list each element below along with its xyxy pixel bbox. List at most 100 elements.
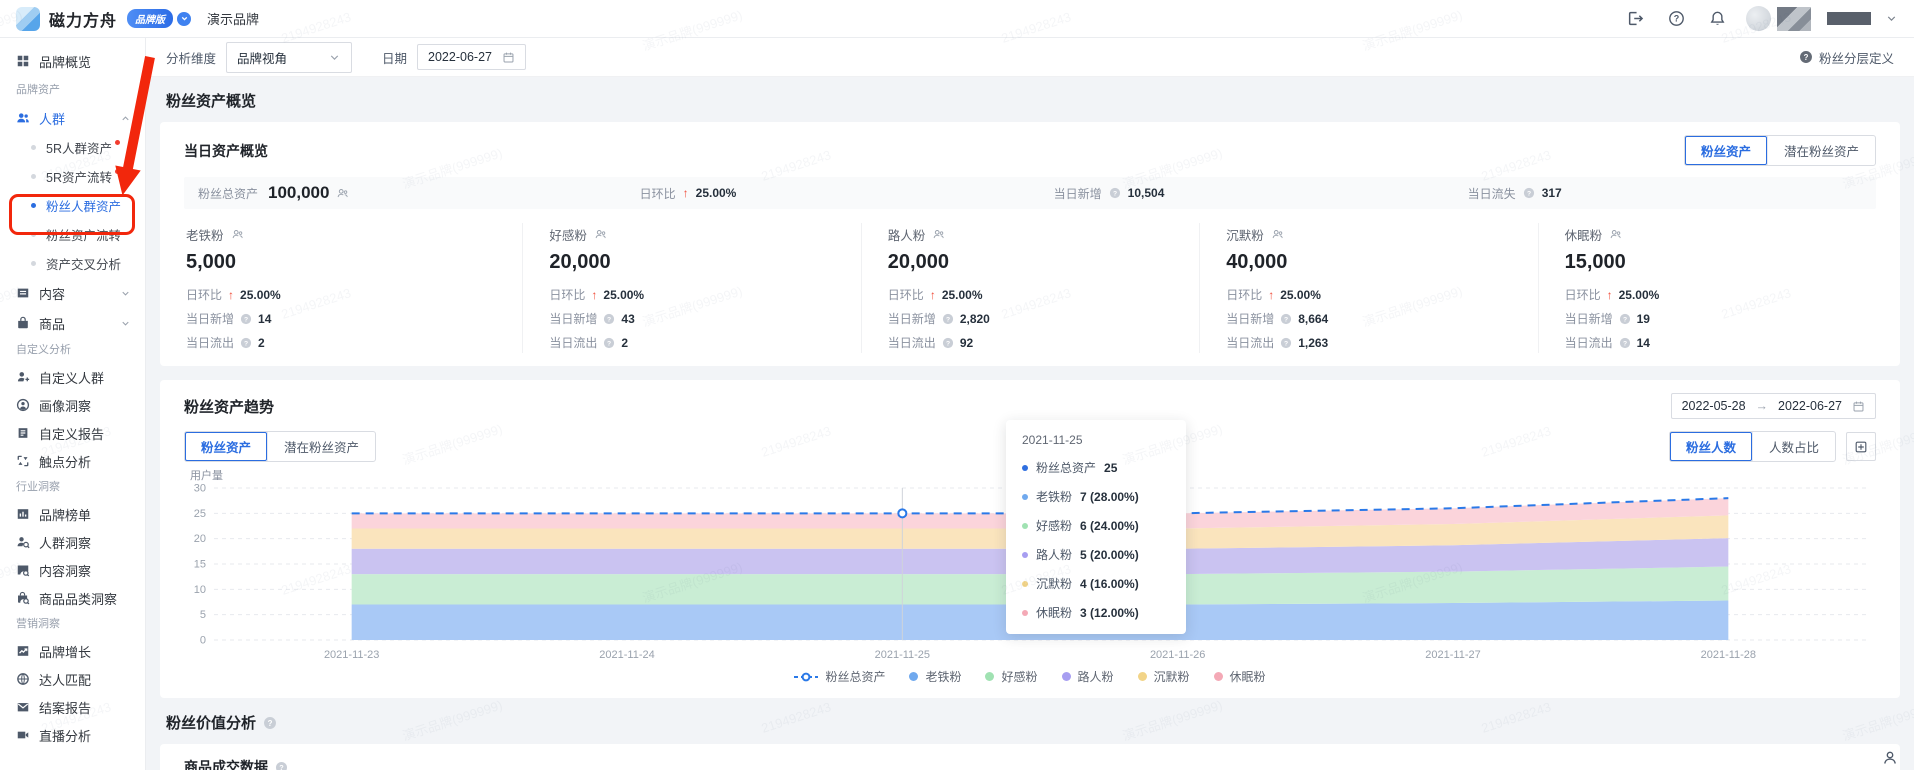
trend-right-toggle-option-0[interactable]: 粉丝人数 — [1669, 432, 1752, 461]
legend-item[interactable]: 沉默粉 — [1137, 668, 1190, 685]
tooltip-row: 休眠粉 3 (12.00%) — [1022, 604, 1170, 621]
sidebar-item-clipboard[interactable]: 自定义报告 — [0, 419, 145, 447]
info-icon[interactable] — [1523, 187, 1535, 199]
sidebar-item-users[interactable]: 人群 — [0, 103, 145, 133]
info-icon[interactable] — [942, 313, 954, 325]
tooltip-series-value: 7 (28.00%) — [1080, 489, 1139, 504]
legend-item[interactable]: 路人粉 — [1061, 668, 1114, 685]
sidebar-item-label: 触点分析 — [39, 454, 92, 470]
legend-item[interactable]: 好感粉 — [985, 668, 1038, 685]
bell-icon[interactable] — [1709, 10, 1726, 27]
info-icon[interactable] — [240, 337, 252, 349]
info-icon[interactable] — [603, 337, 615, 349]
trend-icon — [16, 644, 30, 658]
sidebar-item-bar-chart[interactable]: 品牌榜单 — [0, 500, 145, 528]
sidebar-subitem[interactable]: 5R资产流转 — [0, 162, 145, 191]
info-icon[interactable] — [1109, 187, 1121, 199]
info-icon[interactable] — [942, 337, 954, 349]
bag-search-icon — [16, 591, 30, 605]
tooltip-row: 粉丝总资产 25 — [1022, 459, 1170, 476]
date-picker[interactable]: 2022-06-27 — [417, 44, 526, 70]
fan-tier-label: 老铁粉 — [186, 229, 224, 243]
up-arrow-icon: ↑ — [228, 287, 235, 302]
person-group-icon — [1271, 228, 1284, 241]
person-group-icon — [932, 228, 945, 241]
app-logo[interactable] — [16, 6, 40, 31]
summary-strip: 粉丝总资产 100,000 日环比 ↑ 25.00% 当日新增 10 — [184, 177, 1876, 209]
sidebar-item-globe[interactable]: 达人匹配 — [0, 665, 145, 693]
sidebar-item-person-add[interactable]: 自定义人群 — [0, 363, 145, 391]
trend-toggle-option-0[interactable]: 粉丝资产 — [185, 432, 268, 461]
added-label: 当日新增 — [186, 312, 235, 326]
sidebar-item-doc-search[interactable]: 内容洞察 — [0, 556, 145, 584]
current-brand[interactable]: 演示品牌 — [207, 12, 260, 27]
sidebar-item-video[interactable]: 直播分析 — [0, 721, 145, 749]
sidebar-item-person-circle[interactable]: 画像洞察 — [0, 391, 145, 419]
info-icon[interactable] — [263, 716, 277, 730]
sidebar-item-trend[interactable]: 品牌增长 — [0, 637, 145, 665]
svg-text:25: 25 — [194, 508, 206, 520]
overview-toggle-option-1[interactable]: 潜在粉丝资产 — [1766, 136, 1875, 165]
sidebar-item-doc[interactable]: 内容 — [0, 278, 145, 308]
info-icon[interactable] — [1619, 313, 1631, 325]
tooltip-series-value: 6 (24.00%) — [1080, 518, 1139, 533]
dimension-select[interactable]: 品牌视角 — [226, 41, 353, 73]
fan-tier-value: 40,000 — [1226, 251, 1288, 273]
out-label: 当日流出 — [1226, 336, 1275, 350]
info-icon[interactable] — [603, 313, 615, 325]
info-icon[interactable] — [275, 761, 288, 770]
fan-tier-value: 20,000 — [549, 251, 611, 273]
account-chevron-icon[interactable] — [1885, 12, 1898, 25]
legend-item[interactable]: 老铁粉 — [909, 668, 961, 685]
legend-item[interactable]: 休眠粉 — [1213, 668, 1266, 685]
avatar[interactable] — [1746, 6, 1771, 31]
dod-value: 25.00% — [1618, 287, 1660, 302]
legend-dot — [1061, 672, 1071, 681]
panel-exit-icon[interactable] — [1627, 10, 1644, 27]
sidebar-item-brand-overview[interactable]: 品牌概览 — [0, 44, 145, 78]
legend-dot — [909, 672, 919, 681]
fan-tier-card: 好感粉 20,000 日环比 ↑ 25.00% 当日新增 43 当日流出 2 — [522, 223, 860, 353]
info-icon[interactable] — [1280, 337, 1292, 349]
legend-label: 沉默粉 — [1153, 670, 1190, 684]
sidebar-subitem[interactable]: 资产交叉分析 — [0, 249, 145, 278]
svg-text:0: 0 — [200, 635, 206, 647]
touch-icon — [16, 454, 30, 468]
info-icon[interactable] — [1280, 313, 1292, 325]
up-arrow-icon: ↑ — [929, 287, 936, 302]
trend-right-toggle-option-1[interactable]: 人数占比 — [1751, 432, 1835, 461]
fan-tier-definition-link[interactable]: 粉丝分层定义 — [1799, 48, 1894, 67]
fan-out-row: 当日流出 2 — [186, 334, 496, 351]
table-view-button[interactable] — [1846, 432, 1876, 461]
info-icon[interactable] — [240, 313, 252, 325]
trend-toggle-option-1[interactable]: 潜在粉丝资产 — [267, 432, 375, 461]
badge-chevron-icon[interactable] — [177, 11, 192, 26]
sidebar-subitem[interactable]: 粉丝人群资产 — [0, 191, 145, 220]
overview-toggle-option-0[interactable]: 粉丝资产 — [1684, 136, 1767, 165]
date-range-picker[interactable]: 2022-05-28 → 2022-06-27 — [1670, 393, 1876, 419]
tooltip-series-label: 好感粉 — [1036, 519, 1073, 533]
support-person-icon[interactable] — [1882, 750, 1898, 766]
legend-item[interactable]: 粉丝总资产 — [794, 668, 885, 685]
sidebar-subitem[interactable]: 粉丝资产流转 — [0, 220, 145, 249]
fan-dod-row: 日环比 ↑ 25.00% — [888, 286, 1173, 303]
sidebar-item-person-search[interactable]: 人群洞察 — [0, 528, 145, 556]
dod-value: 25.00% — [603, 287, 645, 302]
fan-tier-value: 15,000 — [1564, 251, 1626, 273]
calendar-icon — [502, 51, 515, 64]
sidebar-item-mail[interactable]: 结案报告 — [0, 693, 145, 721]
fan-tier-label: 路人粉 — [887, 229, 926, 243]
out-value: 2 — [258, 335, 265, 350]
fan-out-row: 当日流出 14 — [1565, 334, 1850, 351]
sidebar-subitem[interactable]: 5R人群资产 — [0, 133, 145, 162]
help-icon[interactable] — [1668, 10, 1685, 27]
info-icon[interactable] — [1619, 337, 1631, 349]
fan-added-row: 当日新增 2,820 — [888, 310, 1173, 327]
added-label: 当日新增 — [549, 312, 598, 326]
sidebar-item-bag-search[interactable]: 商品品类洞察 — [0, 584, 145, 612]
sidebar-item-bag[interactable]: 商品 — [0, 308, 145, 338]
sidebar-item-touch[interactable]: 触点分析 — [0, 447, 145, 475]
asset-type-toggle: 粉丝资产 潜在粉丝资产 — [1683, 135, 1876, 166]
sidebar-section-label: 营销洞察 — [16, 618, 60, 630]
page-scroll-area[interactable]: 粉丝资产概览 当日资产概览 粉丝资产 潜在粉丝资产 粉丝总资产 100,000 — [146, 77, 1914, 770]
